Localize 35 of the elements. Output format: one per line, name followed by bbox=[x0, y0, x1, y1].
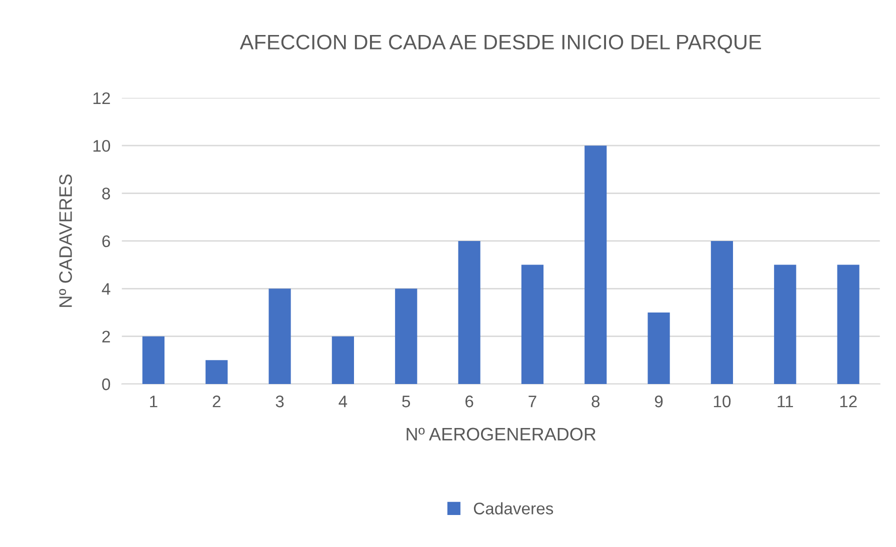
bar bbox=[710, 240, 734, 384]
y-tick-label: 10 bbox=[93, 140, 110, 152]
x-tick-label: 5 bbox=[402, 396, 410, 408]
y-tick-label: 8 bbox=[102, 188, 110, 200]
y-tick-label: 4 bbox=[102, 283, 110, 295]
bar bbox=[332, 336, 354, 384]
y-tick-label: 0 bbox=[102, 378, 110, 390]
x-tick-label: 8 bbox=[592, 396, 600, 408]
bar bbox=[268, 288, 291, 384]
bar bbox=[648, 312, 670, 384]
bar bbox=[837, 264, 860, 384]
x-tick-label: 3 bbox=[276, 396, 284, 408]
chart-title: AFECCION DE CADA AE DESDE INICIO DEL PARQUE bbox=[240, 34, 762, 54]
y-tick-label: 12 bbox=[93, 92, 110, 104]
x-tick-label: 4 bbox=[338, 396, 348, 408]
y-tick-label: 6 bbox=[102, 235, 110, 248]
bar bbox=[521, 264, 544, 384]
x-tick-label: 6 bbox=[465, 396, 474, 408]
bar bbox=[458, 240, 480, 384]
bar bbox=[584, 146, 607, 384]
x-tick-label: 9 bbox=[654, 396, 663, 408]
y-axis-title: Nº CADAVERES bbox=[59, 174, 72, 307]
x-tick-label: 11 bbox=[778, 396, 793, 408]
bar bbox=[395, 288, 418, 384]
x-tick-label: 1 bbox=[150, 396, 158, 408]
x-tick-label: 7 bbox=[528, 396, 536, 408]
x-tick-label: 12 bbox=[840, 396, 857, 408]
y-tick-label: 2 bbox=[102, 330, 110, 342]
x-axis-title: Nº AEROGENERADOR bbox=[406, 428, 596, 441]
x-tick-label: 10 bbox=[714, 396, 731, 408]
legend-label: Cadaveres bbox=[474, 502, 554, 514]
bar bbox=[774, 264, 796, 384]
bar bbox=[206, 360, 228, 384]
bar bbox=[142, 336, 164, 384]
x-tick-label: 2 bbox=[212, 396, 220, 408]
